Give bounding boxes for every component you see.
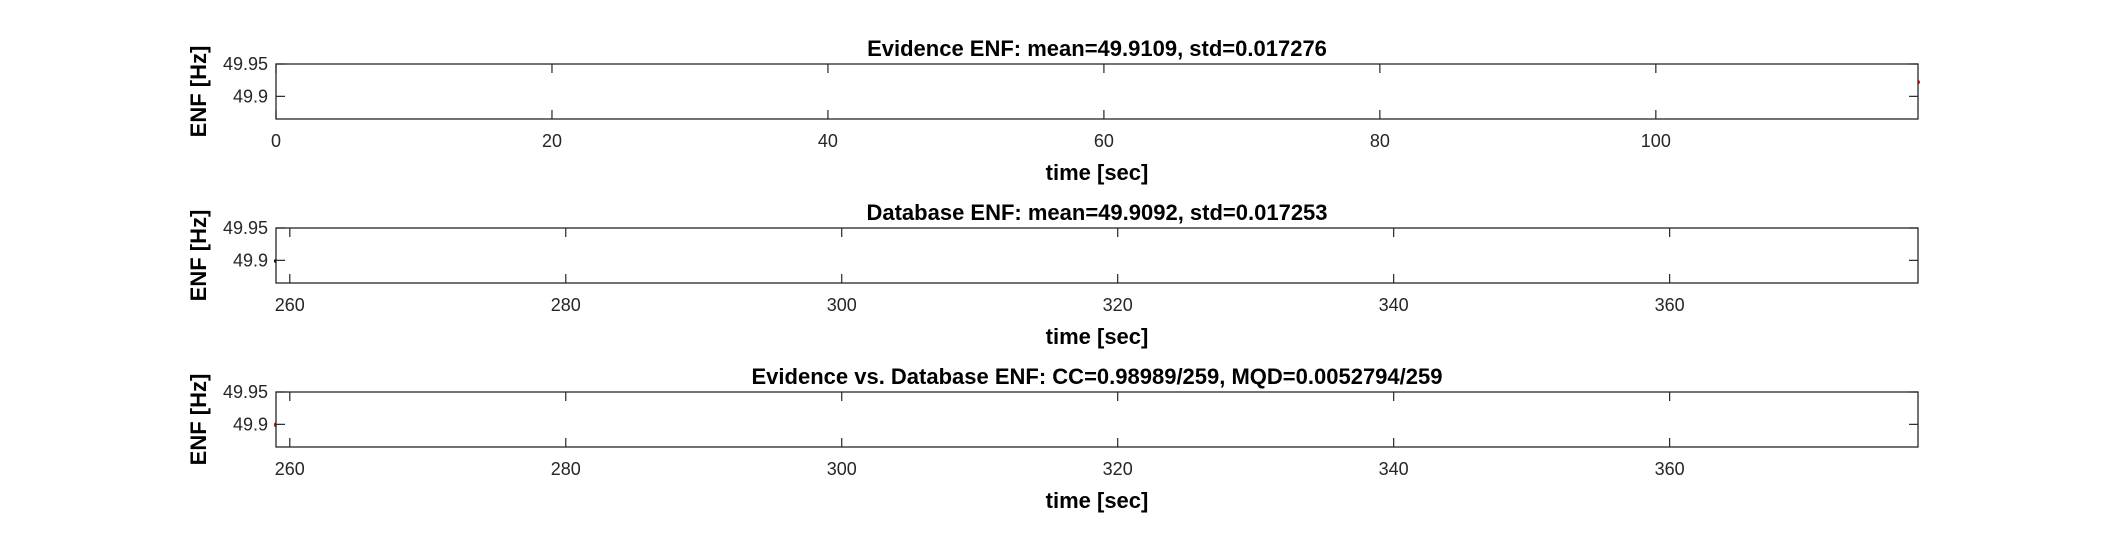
subplot-3: 260 280 300 320 340 360 49.9 49.95 Evidence vs. … — [186, 364, 1919, 513]
axes-frame — [275, 227, 1919, 284]
x-axis-label: time [sec] — [1046, 488, 1149, 513]
y-axis-label: ENF [Hz] — [186, 46, 211, 138]
x-tick-label: 300 — [827, 295, 857, 315]
chart-title: Database ENF: mean=49.9092, std=0.017253 — [866, 200, 1327, 225]
x-tick-label: 280 — [551, 459, 581, 479]
y-tick-label: 49.95 — [223, 218, 268, 238]
chart-title: Evidence ENF: mean=49.9109, std=0.017276 — [867, 36, 1327, 61]
y-axis-label: ENF [Hz] — [186, 210, 211, 302]
axes-frame — [275, 391, 1919, 448]
x-axis-label: time [sec] — [1046, 160, 1149, 185]
x-tick-label: 60 — [1094, 131, 1114, 151]
y-tick-label: 49.95 — [223, 54, 268, 74]
x-tick-label: 260 — [275, 295, 305, 315]
x-tick-label: 340 — [1379, 295, 1409, 315]
x-tick-label: 80 — [1370, 131, 1390, 151]
x-tick-label: 0 — [271, 131, 281, 151]
x-tick-label: 20 — [542, 131, 562, 151]
x-tick-label: 300 — [827, 459, 857, 479]
x-tick-label: 100 — [1641, 131, 1671, 151]
x-tick-label: 320 — [1103, 459, 1133, 479]
y-tick-label: 49.9 — [233, 250, 268, 270]
subplot-1: 0 20 40 60 80 100 49.9 49.95 Evidence ENF: mean=… — [186, 36, 1920, 185]
axes-frame — [275, 63, 1919, 120]
chart-title: Evidence vs. Database ENF: CC=0.98989/25… — [752, 364, 1443, 389]
subplot-2: 260 280 300 320 340 360 49.9 49.95 Database ENF:… — [186, 200, 1919, 349]
x-tick-label: 40 — [818, 131, 838, 151]
x-axis-label: time [sec] — [1046, 324, 1149, 349]
x-tick-label: 320 — [1103, 295, 1133, 315]
y-axis-label: ENF [Hz] — [186, 374, 211, 466]
y-tick-label: 49.9 — [233, 86, 268, 106]
x-tick-label: 340 — [1379, 459, 1409, 479]
y-tick-label: 49.9 — [233, 414, 268, 434]
y-tick-label: 49.95 — [223, 382, 268, 402]
x-tick-label: 360 — [1655, 295, 1685, 315]
x-tick-label: 360 — [1655, 459, 1685, 479]
x-tick-label: 260 — [275, 459, 305, 479]
x-tick-label: 280 — [551, 295, 581, 315]
